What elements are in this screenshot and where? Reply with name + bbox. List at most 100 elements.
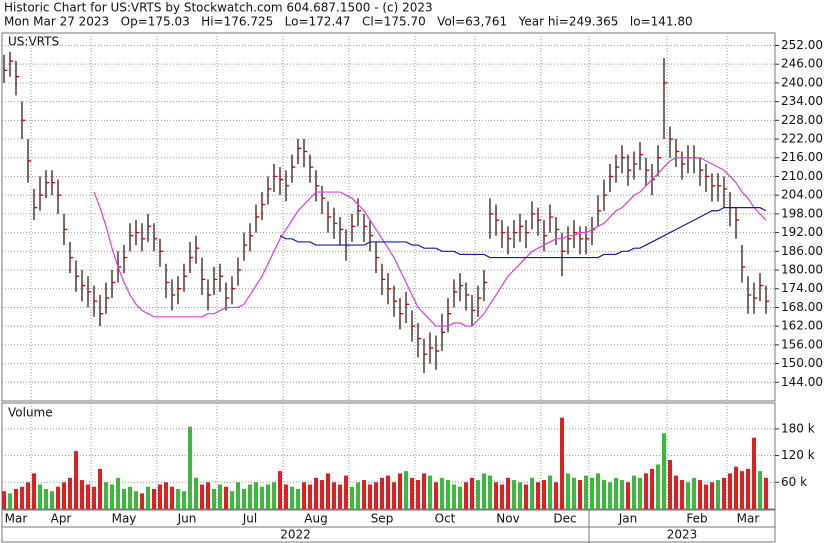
volume-bar: [248, 484, 252, 509]
volume-bar: [332, 482, 336, 509]
volume-bar: [422, 473, 426, 509]
y2-tick-label: 60 k: [781, 475, 807, 489]
volume-bar: [662, 433, 666, 509]
volume-bar: [302, 482, 306, 509]
volume-bar: [632, 475, 636, 509]
year-label: 2023: [667, 528, 698, 542]
x-tick-label: Apr: [51, 512, 72, 526]
volume-bar: [716, 480, 720, 509]
volume-bar: [326, 473, 330, 509]
volume-bar: [386, 475, 390, 509]
volume-bar: [62, 482, 66, 509]
volume-bar: [254, 482, 258, 509]
y2-tick-label: 120 k: [781, 448, 815, 462]
volume-bar: [680, 480, 684, 509]
volume-bar: [506, 477, 510, 509]
volume-bar: [560, 417, 564, 509]
volume-bar: [476, 480, 480, 509]
volume-bar: [200, 484, 204, 509]
volume-bar: [296, 488, 300, 509]
volume-label: Volume: [8, 406, 53, 420]
volume-bar: [278, 471, 282, 509]
volume-bar: [524, 484, 528, 509]
y-tick-label: 180.00: [781, 263, 823, 277]
x-tick-label: Nov: [496, 512, 519, 526]
x-tick-label: Jun: [177, 512, 197, 526]
volume-bar: [434, 482, 438, 509]
volume-bar: [194, 477, 198, 509]
volume-bar: [26, 482, 30, 509]
y-tick-label: 144.00: [781, 375, 823, 389]
x-tick-label: Aug: [304, 512, 327, 526]
volume-bar: [32, 473, 36, 509]
y-tick-label: 150.00: [781, 356, 823, 370]
volume-bar: [356, 482, 360, 509]
volume-bar: [416, 480, 420, 509]
volume-bar: [548, 475, 552, 509]
volume-bar: [752, 437, 756, 509]
volume-bar: [722, 477, 726, 509]
volume-bar: [230, 491, 234, 509]
volume-bar: [182, 491, 186, 509]
volume-bar: [260, 486, 264, 509]
y-tick-label: 186.00: [781, 244, 823, 258]
volume-bar: [290, 486, 294, 509]
volume-bar: [590, 477, 594, 509]
volume-bar: [140, 493, 144, 509]
volume-bar: [620, 480, 624, 509]
volume-bar: [692, 477, 696, 509]
volume-bar: [20, 486, 24, 509]
volume-bar: [452, 484, 456, 509]
volume-bar: [488, 475, 492, 509]
volume-bar: [638, 477, 642, 509]
y-tick-label: 162.00: [781, 319, 823, 333]
volume-bar: [614, 477, 618, 509]
volume-bar: [734, 466, 738, 509]
volume-bar: [746, 468, 750, 509]
volume-bar: [92, 486, 96, 509]
moving-average: [93, 157, 767, 327]
volume-bar: [584, 475, 588, 509]
volume-bar: [446, 480, 450, 509]
volume-bar: [74, 451, 78, 509]
volume-bar: [2, 491, 6, 509]
volume-bar: [428, 475, 432, 509]
x-tick-label: Jul: [242, 512, 257, 526]
volume-bar: [266, 484, 270, 509]
volume-bar: [98, 468, 102, 509]
volume-bar: [38, 484, 42, 509]
volume-bar: [44, 488, 48, 509]
volume-bar: [530, 477, 534, 509]
volume-bar: [566, 473, 570, 509]
volume-bar: [740, 471, 744, 509]
volume-bar: [176, 488, 180, 509]
x-tick-label: Oct: [435, 512, 456, 526]
volume-bar: [626, 482, 630, 509]
volume-bar: [362, 480, 366, 509]
y-tick-label: 216.00: [781, 150, 823, 164]
y-tick-label: 210.00: [781, 169, 823, 183]
volume-bar: [440, 477, 444, 509]
volume-bar: [650, 468, 654, 509]
volume-bar: [152, 488, 156, 509]
volume-bar: [602, 480, 606, 509]
y-tick-label: 198.00: [781, 206, 823, 220]
volume-bar: [704, 484, 708, 509]
volume-bar: [164, 482, 168, 509]
y-tick-label: 246.00: [781, 57, 823, 71]
volume-bar: [764, 477, 768, 509]
y-tick-label: 168.00: [781, 300, 823, 314]
volume-bar: [512, 480, 516, 509]
volume-bar: [500, 484, 504, 509]
moving-average: [279, 207, 767, 259]
year-label: 2022: [280, 528, 311, 542]
volume-bar: [518, 482, 522, 509]
volume-bar: [656, 464, 660, 509]
volume-bar: [128, 486, 132, 509]
x-tick-label: Dec: [553, 512, 576, 526]
volume-bar: [542, 480, 546, 509]
volume-bar: [206, 482, 210, 509]
volume-bar: [242, 488, 246, 509]
x-tick-label: Feb: [686, 512, 707, 526]
